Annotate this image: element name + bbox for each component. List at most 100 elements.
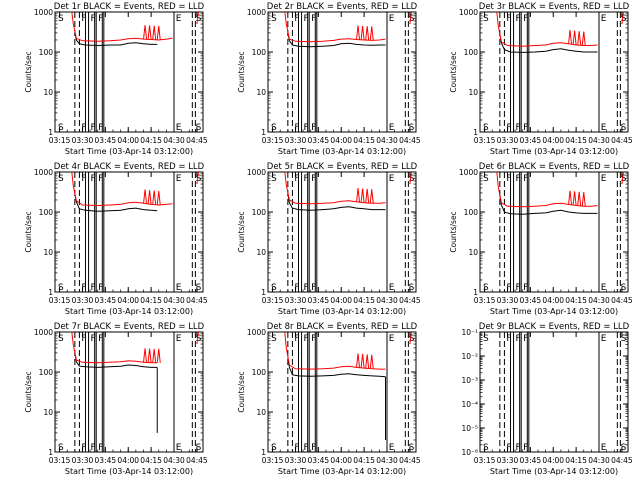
interval-marker-label: F xyxy=(506,14,511,24)
interval-marker-label: F xyxy=(516,283,521,293)
interval-marker-label: E xyxy=(176,334,182,344)
interval-marker-label: S xyxy=(271,283,277,293)
x-tick-label: 04:15 xyxy=(565,136,587,145)
y-tick-label: 10 xyxy=(256,408,266,417)
interval-marker-label: F xyxy=(81,334,86,344)
interval-marker-label: E xyxy=(176,443,182,453)
plot-frame xyxy=(267,171,417,293)
x-axis-label: Start Time (03-Apr-14 03:12:00) xyxy=(490,307,618,316)
interval-marker-label: E xyxy=(176,123,182,133)
lld-spike xyxy=(369,354,374,369)
chart-title: Det 2r BLACK = Events, RED = LLD xyxy=(267,2,418,12)
chart-panel-7: Det 7r BLACK = Events, RED = LLD 1 10 100 10… xyxy=(24,322,208,476)
x-tick-label: 03:30 xyxy=(285,136,307,145)
interval-marker-label: F xyxy=(506,334,511,344)
interval-marker-label: S xyxy=(58,123,64,133)
chart-title: Det 7r BLACK = Events, RED = LLD xyxy=(54,322,205,332)
lld-end-rise xyxy=(196,331,199,345)
interval-marker-label: S xyxy=(196,334,202,344)
lld-spike xyxy=(572,30,577,45)
chart-title: Det 1r BLACK = Events, RED = LLD xyxy=(54,2,205,12)
x-tick-label: 03:15 xyxy=(49,136,71,145)
interval-marker-label: F xyxy=(506,174,511,184)
x-tick-label: 04:15 xyxy=(140,136,162,145)
interval-marker-label: E xyxy=(601,283,607,293)
events-series-line xyxy=(287,194,386,211)
x-tick-label: 04:15 xyxy=(565,296,587,305)
chart-panel-2: Det 2r BLACK = Events, RED = LLD 1 10 100 10… xyxy=(237,2,421,156)
interval-marker-label: F xyxy=(98,443,103,453)
interval-marker-label: E xyxy=(389,443,395,453)
y-tick-label: 100 xyxy=(252,208,267,217)
y-tick-label: 100 xyxy=(464,48,479,57)
interval-marker-label: S xyxy=(409,283,415,293)
interval-marker-label: E xyxy=(601,14,607,24)
interval-marker-label: F xyxy=(294,14,299,24)
lld-spike xyxy=(360,25,365,40)
interval-marker-label: F xyxy=(304,174,309,184)
x-tick-label: 04:00 xyxy=(117,136,139,145)
x-tick-label: 03:30 xyxy=(285,456,307,465)
interval-marker-label: S xyxy=(483,334,489,344)
x-tick-label: 04:00 xyxy=(542,136,564,145)
x-tick-label: 04:45 xyxy=(186,136,208,145)
chart-panel-9: Det 9r BLACK = Events, RED = LLD 10⁻⁶ 10⁻⁵… xyxy=(461,322,632,476)
x-tick-label: 03:45 xyxy=(308,136,330,145)
interval-marker-label: S xyxy=(196,14,202,24)
interval-marker-label: F xyxy=(98,123,103,133)
lld-end-rise xyxy=(196,11,199,25)
x-tick-label: 04:00 xyxy=(330,456,352,465)
x-tick-label: 03:45 xyxy=(520,456,542,465)
chart-title: Det 9r BLACK = Events, RED = LLD xyxy=(479,322,630,332)
interval-marker-label: S xyxy=(409,334,415,344)
lld-spike xyxy=(152,348,157,363)
interval-marker-label: F xyxy=(516,334,521,344)
y-tick-label: 100 xyxy=(252,48,267,57)
lld-spike xyxy=(152,25,157,40)
x-tick-label: 04:30 xyxy=(163,296,185,305)
events-series-line xyxy=(287,357,386,378)
x-tick-label: 03:30 xyxy=(497,296,519,305)
plot-frame xyxy=(267,331,417,453)
y-tick-label: 100 xyxy=(39,208,54,217)
x-tick-label: 03:30 xyxy=(72,136,94,145)
interval-marker-label: S xyxy=(58,174,64,184)
x-axis-label: Start Time (03-Apr-14 03:12:00) xyxy=(490,147,618,156)
interval-marker-label: S xyxy=(409,174,415,184)
x-tick-label: 04:00 xyxy=(330,296,352,305)
interval-marker-label: E xyxy=(601,334,607,344)
plot-frame xyxy=(479,171,629,293)
y-tick-label: 1000 xyxy=(34,328,53,337)
x-tick-label: 04:30 xyxy=(588,296,610,305)
x-tick-label: 03:15 xyxy=(262,296,284,305)
x-tick-label: 03:30 xyxy=(497,456,519,465)
interval-marker-label: S xyxy=(483,443,489,453)
lld-end-rise xyxy=(196,171,199,185)
interval-marker-label: S xyxy=(271,174,277,184)
y-tick-label: 100 xyxy=(39,368,54,377)
interval-marker-label: F xyxy=(311,443,316,453)
y-axis-label: Counts/sec xyxy=(24,51,33,92)
y-tick-label: 1 xyxy=(261,288,266,297)
interval-marker-label: F xyxy=(98,283,103,293)
interval-marker-label: S xyxy=(483,283,489,293)
y-tick-label: 10 xyxy=(256,88,266,97)
interval-marker-label: S xyxy=(621,334,627,344)
x-axis-label: Start Time (03-Apr-14 03:12:00) xyxy=(278,147,406,156)
interval-marker-label: F xyxy=(294,123,299,133)
lld-end-rise xyxy=(621,11,624,25)
x-axis-label: Start Time (03-Apr-14 03:12:00) xyxy=(65,307,193,316)
x-tick-label: 04:45 xyxy=(611,136,633,145)
x-tick-label: 04:45 xyxy=(611,296,633,305)
interval-marker-label: E xyxy=(176,283,182,293)
lld-spike xyxy=(147,348,152,363)
lld-series-line xyxy=(71,331,158,364)
interval-marker-label: S xyxy=(196,443,202,453)
interval-marker-label: E xyxy=(176,14,182,24)
interval-marker-label: F xyxy=(81,443,86,453)
x-tick-label: 03:30 xyxy=(285,296,307,305)
y-tick-label: 10 xyxy=(256,248,266,257)
y-tick-label: 1000 xyxy=(459,8,478,17)
y-tick-label: 10⁻⁵ xyxy=(461,424,478,433)
